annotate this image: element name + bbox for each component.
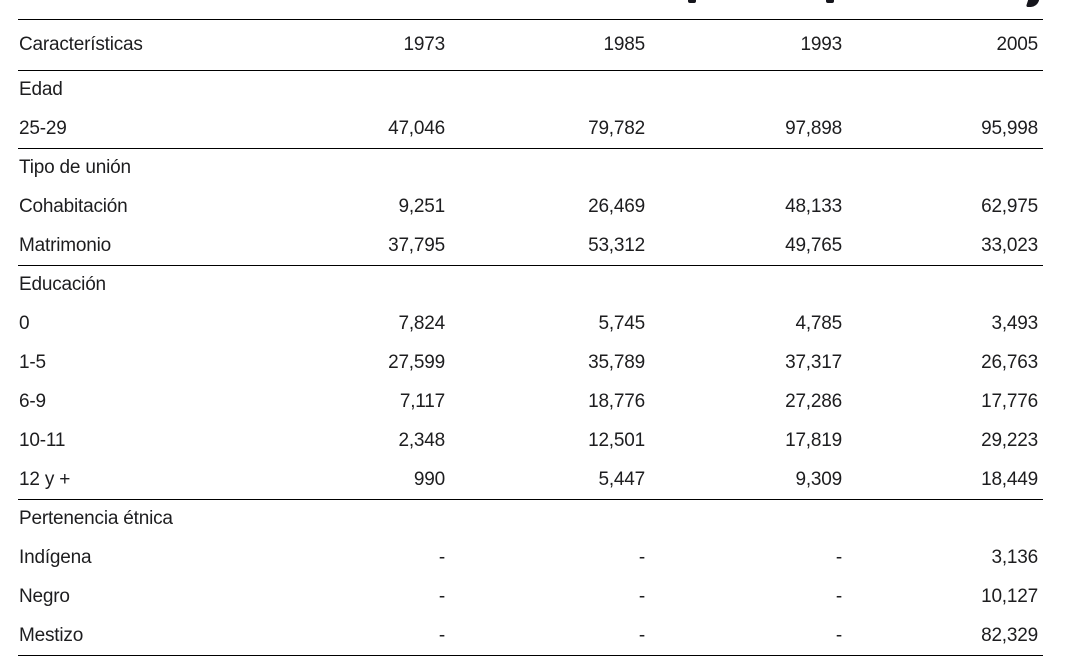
row-label: 1-5 xyxy=(19,352,46,373)
cell-value: 33,023 xyxy=(981,234,1038,256)
cell-value: - xyxy=(438,624,445,646)
cell-value: - xyxy=(638,624,645,646)
row-label: 0 xyxy=(19,313,30,334)
cell-value: 48,133 xyxy=(785,196,842,217)
section-row-pertenencia-etnica: Pertenencia étnica xyxy=(18,499,1043,539)
cell-value: 62,975 xyxy=(981,196,1038,217)
column-header-2005: 2005 xyxy=(996,34,1039,55)
row-educacion-10-11: 10-11 2,348 12,501 17,819 29,223 xyxy=(18,422,1043,461)
row-label: Indígena xyxy=(19,547,92,568)
section-row-tipo-de-union: Tipo de unión xyxy=(18,148,1043,188)
cell-value: 4,785 xyxy=(795,313,842,334)
row-label: Cohabitación xyxy=(19,196,128,217)
characteristics-table: Características 1973 1985 1993 2005 Edad… xyxy=(18,19,1043,656)
column-header-1993: 1993 xyxy=(800,34,842,55)
cell-value: 5,447 xyxy=(598,468,645,490)
table-header-row: Características 1973 1985 1993 2005 xyxy=(18,20,1043,71)
cell-value: 95,998 xyxy=(981,117,1038,139)
cell-value: 7,824 xyxy=(398,313,445,334)
cell-value: 49,765 xyxy=(785,234,842,256)
descender-mark-icon xyxy=(1025,0,1040,7)
row-matrimonio: Matrimonio 37,795 53,312 49,765 33,023 xyxy=(18,227,1043,266)
cell-value: 18,776 xyxy=(588,391,645,412)
cell-value: 9,251 xyxy=(398,196,445,217)
section-row-edad: Edad xyxy=(18,70,1043,110)
cell-value: 35,789 xyxy=(588,352,645,373)
cell-value: - xyxy=(835,547,842,568)
cell-value: 990 xyxy=(413,468,445,490)
column-header-1985: 1985 xyxy=(603,34,645,55)
cell-value: 17,776 xyxy=(981,391,1038,412)
section-label: Pertenencia étnica xyxy=(18,499,1043,539)
cell-value: 17,819 xyxy=(785,430,842,451)
column-header-1973: 1973 xyxy=(403,34,445,55)
cell-value: - xyxy=(835,586,842,607)
section-label: Educación xyxy=(18,265,1043,305)
section-label: Tipo de unión xyxy=(18,148,1043,188)
cell-value: 5,745 xyxy=(598,313,645,334)
row-educacion-1-5: 1-5 27,599 35,789 37,317 26,763 xyxy=(18,344,1043,383)
cell-value: 37,317 xyxy=(785,352,842,373)
cell-value: 9,309 xyxy=(795,468,842,490)
cell-value: 29,223 xyxy=(981,430,1038,451)
cell-value: - xyxy=(638,547,645,568)
cell-value: - xyxy=(438,586,445,607)
cell-value: - xyxy=(438,547,445,568)
cell-value: 7,117 xyxy=(399,391,445,412)
cell-value: 3,136 xyxy=(991,547,1038,568)
cell-value: 97,898 xyxy=(785,117,842,139)
cell-value: 18,449 xyxy=(981,468,1038,490)
section-label: Edad xyxy=(18,70,1043,110)
cell-value: 53,312 xyxy=(588,234,645,256)
cell-value: 2,348 xyxy=(398,430,445,451)
comma-mark-icon xyxy=(688,0,696,3)
cell-value: 27,286 xyxy=(785,391,842,412)
row-mestizo: Mestizo - - - 82,329 xyxy=(18,617,1043,656)
section-row-educacion: Educación xyxy=(18,265,1043,305)
cell-value: 27,599 xyxy=(388,352,445,373)
cell-value: - xyxy=(638,586,645,607)
cell-value: 26,469 xyxy=(588,196,645,217)
row-label: Negro xyxy=(19,586,70,607)
row-label: Matrimonio xyxy=(19,234,111,256)
cell-value: 47,046 xyxy=(388,117,445,139)
row-label: Mestizo xyxy=(19,624,84,646)
row-label: 25-29 xyxy=(19,117,67,139)
cell-value: 12,501 xyxy=(588,430,645,451)
cell-value: 26,763 xyxy=(981,352,1038,373)
row-educacion-12-y-mas: 12 y + 990 5,447 9,309 18,449 xyxy=(18,461,1043,500)
row-label: 6-9 xyxy=(19,391,46,412)
row-indigena: Indígena - - - 3,136 xyxy=(18,539,1043,578)
row-educacion-6-9: 6-9 7,117 18,776 27,286 17,776 xyxy=(18,383,1043,422)
column-header-caracteristicas: Características xyxy=(19,34,143,55)
cell-value: 3,493 xyxy=(991,313,1038,334)
cell-value: 37,795 xyxy=(388,234,445,256)
row-label: 12 y + xyxy=(19,468,71,490)
cell-value: - xyxy=(835,624,842,646)
row-25-29: 25-29 47,046 79,782 97,898 95,998 xyxy=(18,110,1043,149)
comma-mark-icon xyxy=(826,0,834,3)
cell-value: 82,329 xyxy=(981,624,1038,646)
row-negro: Negro - - - 10,127 xyxy=(18,578,1043,617)
row-educacion-0: 0 7,824 5,745 4,785 3,493 xyxy=(18,305,1043,344)
cell-value: 10,127 xyxy=(981,586,1038,607)
cell-value: 79,782 xyxy=(588,117,645,139)
row-label: 10-11 xyxy=(19,430,66,451)
row-cohabitacion: Cohabitación 9,251 26,469 48,133 62,975 xyxy=(18,188,1043,227)
